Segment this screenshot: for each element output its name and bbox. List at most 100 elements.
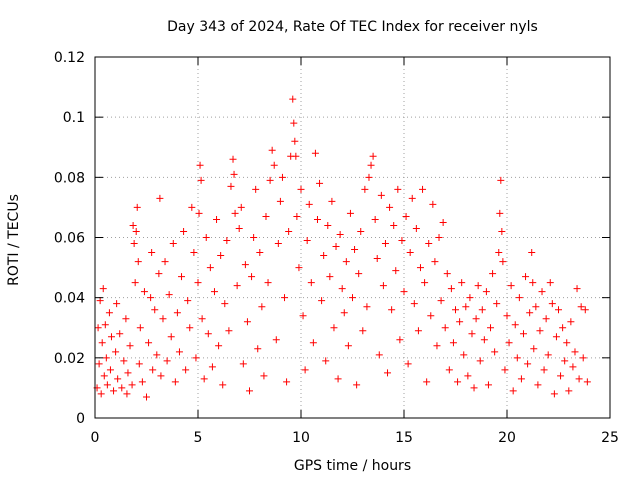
data-point [581, 306, 589, 314]
data-point [246, 387, 253, 395]
data-point [447, 285, 455, 293]
data-point [105, 309, 113, 317]
data-point [400, 288, 408, 296]
data-point [322, 357, 330, 365]
data-point [375, 351, 383, 359]
data-point [507, 282, 515, 290]
data-point [482, 288, 490, 296]
data-point [464, 372, 472, 380]
data-point [456, 318, 464, 326]
data-point [270, 161, 278, 169]
data-point [182, 366, 190, 374]
data-point [491, 348, 499, 356]
data-point [575, 375, 583, 383]
data-point [116, 330, 124, 338]
data-point [344, 342, 352, 350]
data-point [243, 318, 251, 326]
data-point [351, 246, 359, 254]
y-tick-label: 0.1 [63, 110, 85, 126]
data-point [175, 348, 183, 356]
data-point [431, 258, 439, 266]
data-point [425, 240, 433, 248]
y-tick-label: 0.08 [54, 170, 85, 186]
data-point [371, 215, 379, 223]
data-point [99, 285, 107, 293]
data-point [113, 300, 121, 308]
data-point [112, 348, 120, 356]
x-tick-label: 5 [194, 430, 203, 446]
data-point [511, 321, 519, 329]
data-point [353, 381, 361, 389]
data-point [161, 258, 169, 266]
data-point [237, 203, 245, 211]
data-point [239, 360, 247, 368]
data-point [227, 182, 235, 190]
data-point [468, 330, 476, 338]
data-point [291, 137, 299, 145]
data-point [414, 327, 422, 335]
data-point [303, 237, 311, 245]
data-point [526, 309, 534, 317]
data-point [367, 161, 375, 169]
data-point [188, 203, 196, 211]
data-point [517, 375, 525, 383]
data-point [402, 212, 410, 220]
data-point [192, 354, 200, 362]
y-tick-label: 0.06 [54, 231, 85, 247]
data-point [326, 273, 334, 281]
data-point [577, 303, 585, 311]
data-point [110, 387, 118, 395]
data-point [529, 279, 537, 287]
data-point [208, 363, 216, 371]
data-point [536, 327, 544, 335]
y-axis-label: ROTI / TECUs [6, 194, 22, 286]
data-point [132, 227, 140, 235]
data-point [171, 378, 179, 386]
data-point [379, 282, 387, 290]
data-point [466, 294, 474, 302]
data-point [256, 249, 264, 257]
data-point [311, 149, 319, 157]
data-point [342, 258, 350, 266]
data-point [421, 279, 429, 287]
data-point [149, 366, 157, 374]
data-point [159, 315, 167, 323]
data-point [157, 372, 165, 380]
data-point [233, 282, 241, 290]
data-point [318, 297, 326, 305]
data-point [299, 312, 307, 320]
data-point [206, 264, 214, 272]
data-point [178, 273, 186, 281]
data-point [106, 366, 114, 374]
data-point [396, 336, 404, 344]
data-point [173, 309, 181, 317]
data-point [100, 372, 108, 380]
data-point [196, 161, 204, 169]
data-point [386, 203, 394, 211]
data-point [266, 176, 274, 184]
data-point [404, 360, 412, 368]
data-point [365, 173, 373, 181]
data-point [276, 197, 284, 205]
data-point [194, 279, 202, 287]
data-point [122, 315, 130, 323]
data-point [454, 378, 462, 386]
x-axis-label: GPS time / hours [293, 458, 412, 474]
data-point [363, 303, 371, 311]
data-point [550, 390, 558, 398]
data-point [458, 279, 466, 287]
data-point [472, 315, 480, 323]
data-point [583, 378, 591, 386]
y-tick-label: 0.02 [54, 351, 85, 367]
data-point [136, 324, 144, 332]
data-point [462, 303, 470, 311]
data-point [496, 209, 504, 217]
data-point [169, 240, 177, 248]
data-point [349, 294, 356, 302]
data-point [388, 306, 396, 314]
data-point [427, 312, 435, 320]
x-tick-label: 0 [91, 430, 100, 446]
data-point [355, 270, 363, 278]
data-point [133, 203, 141, 211]
data-point [221, 300, 229, 308]
